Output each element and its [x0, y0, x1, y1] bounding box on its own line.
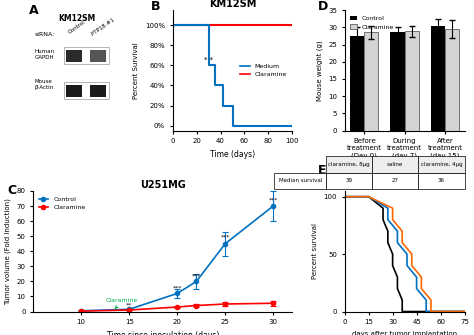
Y-axis label: Percent Survival: Percent Survival	[133, 42, 139, 99]
Legend: Control, Claramine: Control, Claramine	[348, 13, 396, 32]
FancyBboxPatch shape	[66, 85, 82, 97]
Text: Claramine: Claramine	[105, 298, 137, 309]
Bar	[350, 36, 365, 131]
Text: E: E	[319, 164, 327, 178]
Legend: Control, Claramine: Control, Claramine	[36, 194, 88, 213]
Bar	[365, 32, 378, 131]
Text: A: A	[29, 4, 38, 17]
Text: siRNA:: siRNA:	[35, 32, 55, 37]
X-axis label: Time since inoculation (days): Time since inoculation (days)	[107, 331, 219, 335]
Text: Control: Control	[67, 19, 86, 35]
FancyBboxPatch shape	[90, 50, 106, 62]
Text: PTP1B #1: PTP1B #1	[91, 17, 115, 37]
Bar	[431, 25, 445, 131]
Bar	[391, 32, 405, 131]
X-axis label: days after tumor implantation: days after tumor implantation	[352, 331, 457, 335]
Text: ***: ***	[220, 234, 230, 239]
Text: Human
GAPDH: Human GAPDH	[35, 49, 55, 60]
Bar	[405, 31, 419, 131]
Text: Mouse
β-Actin: Mouse β-Actin	[35, 79, 54, 90]
Text: C: C	[7, 184, 17, 197]
Text: ***: ***	[191, 273, 201, 278]
Y-axis label: Tumor volume (Fold Induction): Tumor volume (Fold Induction)	[4, 198, 11, 305]
Text: ***: ***	[269, 198, 278, 203]
FancyBboxPatch shape	[66, 50, 82, 62]
Title: KM12SM: KM12SM	[209, 0, 256, 9]
Bar	[445, 29, 459, 131]
Y-axis label: Percent survival: Percent survival	[312, 223, 318, 279]
Text: **: **	[126, 303, 132, 308]
FancyBboxPatch shape	[90, 85, 106, 97]
Legend: Medium, Claramine: Medium, Claramine	[237, 61, 289, 80]
X-axis label: Time (days): Time (days)	[210, 150, 255, 159]
Title: U251MG: U251MG	[140, 180, 186, 190]
Y-axis label: Mouse weight (g): Mouse weight (g)	[316, 40, 322, 100]
Text: ***: ***	[173, 285, 182, 290]
Text: D: D	[319, 0, 328, 13]
Text: * *: * *	[204, 57, 213, 63]
Text: B: B	[151, 0, 161, 13]
Text: KM12SM: KM12SM	[58, 14, 95, 23]
